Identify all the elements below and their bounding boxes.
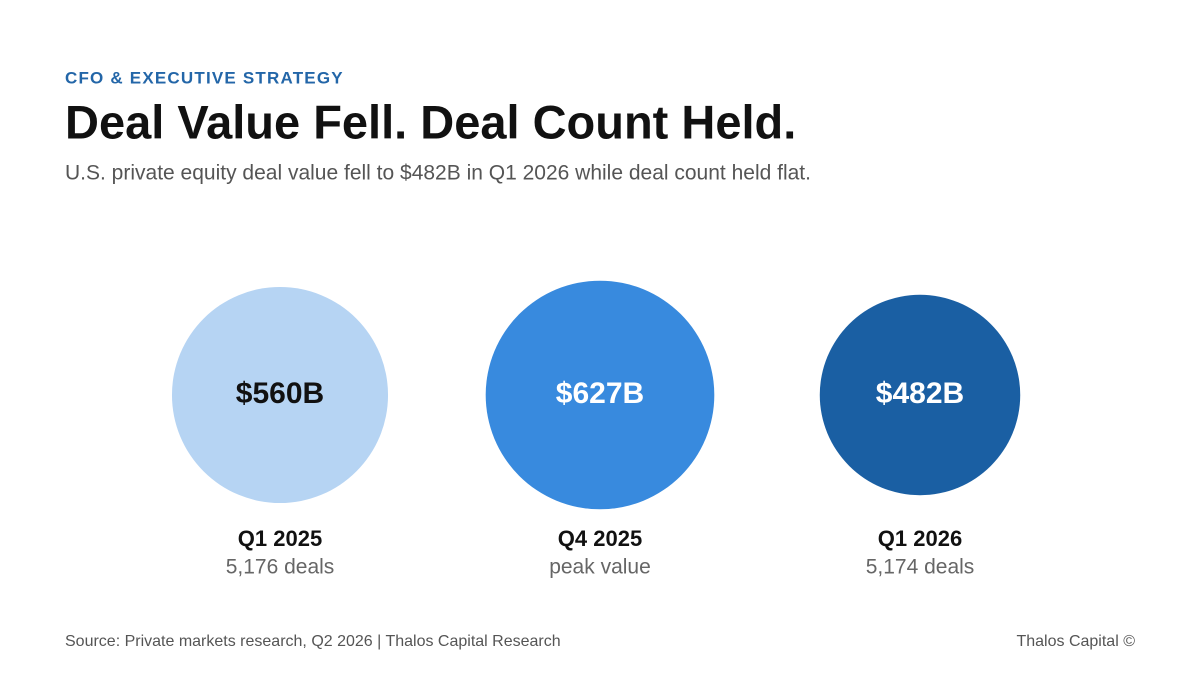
- subtitle: U.S. private equity deal value fell to $…: [65, 162, 811, 185]
- bubble: [171, 286, 389, 504]
- value-label: $482B: [876, 377, 964, 410]
- note-label: 5,174 deals: [866, 556, 975, 579]
- value-label: $560B: [236, 377, 324, 410]
- source: Source: Private markets research, Q2 202…: [65, 633, 561, 650]
- value-label: $627B: [556, 377, 644, 410]
- chart-title: Deal Value Fell. Deal Count Held.: [65, 95, 796, 148]
- bubble: [819, 294, 1021, 496]
- credit: Thalos Capital ©: [1016, 633, 1135, 650]
- note-label: peak value: [549, 556, 651, 579]
- note-label: 5,176 deals: [226, 556, 335, 579]
- kicker: CFO & EXECUTIVE STRATEGY: [65, 68, 344, 87]
- category-label: Q1 2026: [878, 526, 962, 551]
- category-label: Q4 2025: [558, 526, 642, 551]
- bubble: [485, 280, 715, 510]
- category-label: Q1 2025: [238, 526, 322, 551]
